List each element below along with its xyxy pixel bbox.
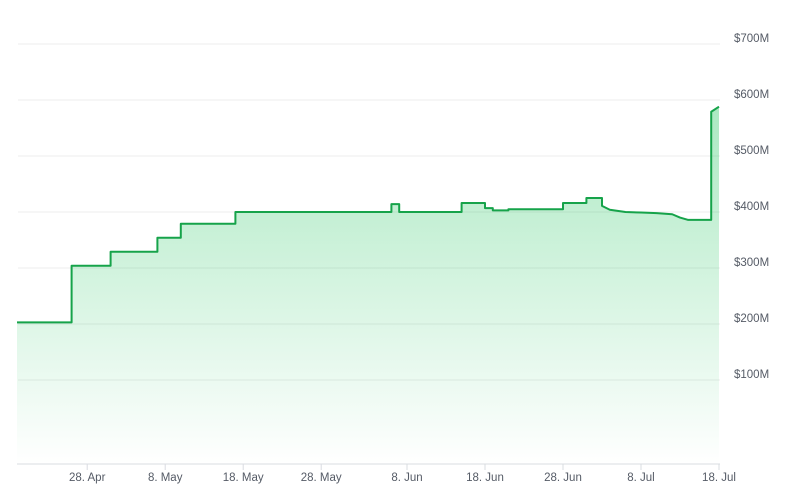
x-tick-label: 8. May (148, 472, 183, 484)
y-tick-label: $200M (734, 313, 769, 325)
y-tick-label: $400M (734, 201, 769, 213)
x-tick-label: 28. May (301, 472, 342, 484)
x-tick-label: 18. Jul (702, 472, 736, 484)
y-tick-label: $500M (734, 145, 769, 157)
line (17, 105, 720, 324)
y-tick-label: $700M (734, 33, 769, 45)
area-fill (17, 106, 719, 464)
y-tick-label: $300M (734, 257, 769, 269)
x-tick-label: 18. Jun (466, 472, 504, 484)
x-tick-label: 28. Apr (69, 472, 106, 484)
y-tick-label: $100M (734, 369, 769, 381)
y-tick-label: $600M (734, 89, 769, 101)
x-tick-label: 28. Jun (544, 472, 582, 484)
x-tick-label: 18. May (223, 472, 264, 484)
x-tick-label: 8. Jun (391, 472, 422, 484)
x-tick-label: 8. Jul (627, 472, 655, 484)
